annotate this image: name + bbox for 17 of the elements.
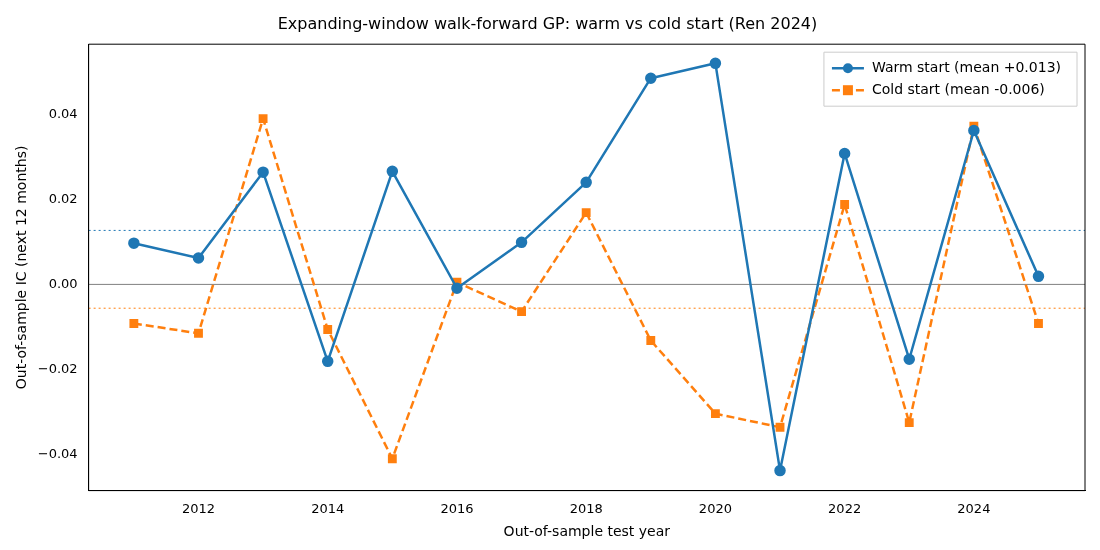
y-tick-label: 0.00 bbox=[48, 275, 78, 291]
x-tick-label: 2018 bbox=[569, 500, 603, 516]
chart-title: Expanding-window walk-forward GP: warm vs cold start (Ren 2024) bbox=[277, 13, 818, 33]
y-tick-label: −0.04 bbox=[37, 445, 78, 461]
x-tick-label: 2014 bbox=[311, 500, 345, 516]
y-tick-label: 0.04 bbox=[48, 105, 78, 121]
y-tick-label: −0.02 bbox=[37, 360, 78, 376]
x-tick-label: 2022 bbox=[828, 500, 862, 516]
x-tick-label: 2012 bbox=[181, 500, 216, 516]
x-tick-label: 2016 bbox=[440, 500, 474, 516]
x-tick-label: 2024 bbox=[957, 500, 991, 516]
legend-label: Cold start (mean -0.006) bbox=[871, 80, 1045, 97]
x-tick-label: 2020 bbox=[698, 500, 732, 516]
y-tick-label: 0.02 bbox=[48, 190, 78, 206]
y-axis-title: Out-of-sample IC (next 12 months) bbox=[13, 145, 30, 390]
x-axis-title: Out-of-sample test year bbox=[503, 523, 671, 540]
legend-label: Warm start (mean +0.013) bbox=[871, 58, 1062, 75]
